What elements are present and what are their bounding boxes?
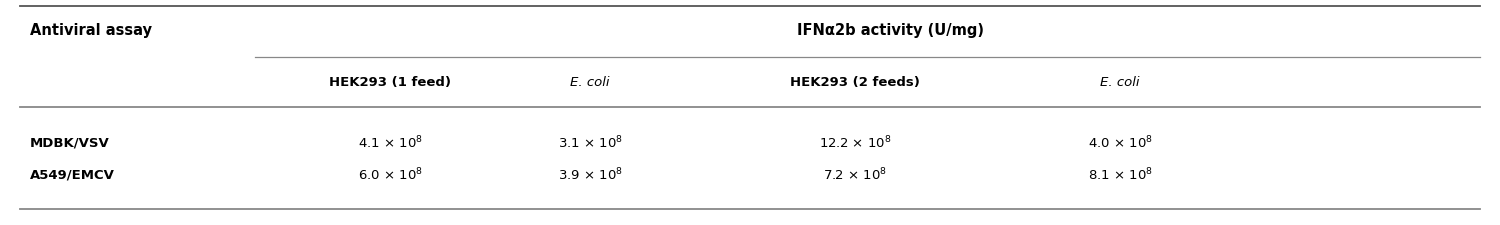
Text: IFNα2b activity (U/mg): IFNα2b activity (U/mg) [796, 22, 984, 37]
Text: Antiviral assay: Antiviral assay [30, 22, 152, 37]
Text: HEK293 (1 feed): HEK293 (1 feed) [328, 75, 452, 88]
Text: 3.9 × 10$^{8}$: 3.9 × 10$^{8}$ [558, 166, 622, 182]
Text: 7.2 × 10$^{8}$: 7.2 × 10$^{8}$ [824, 166, 886, 182]
Text: E. coli: E. coli [1100, 75, 1140, 88]
Text: 4.0 × 10$^{8}$: 4.0 × 10$^{8}$ [1088, 134, 1152, 151]
Text: 8.1 × 10$^{8}$: 8.1 × 10$^{8}$ [1088, 166, 1152, 182]
Text: 12.2 × 10$^{8}$: 12.2 × 10$^{8}$ [819, 134, 891, 151]
Text: E. coli: E. coli [570, 75, 609, 88]
Text: A549/EMCV: A549/EMCV [30, 168, 115, 181]
Text: 6.0 × 10$^{8}$: 6.0 × 10$^{8}$ [357, 166, 423, 182]
Text: 3.1 × 10$^{8}$: 3.1 × 10$^{8}$ [558, 134, 622, 151]
Text: MDBK/VSV: MDBK/VSV [30, 136, 109, 149]
Text: HEK293 (2 feeds): HEK293 (2 feeds) [790, 75, 920, 88]
Text: 4.1 × 10$^{8}$: 4.1 × 10$^{8}$ [357, 134, 423, 151]
